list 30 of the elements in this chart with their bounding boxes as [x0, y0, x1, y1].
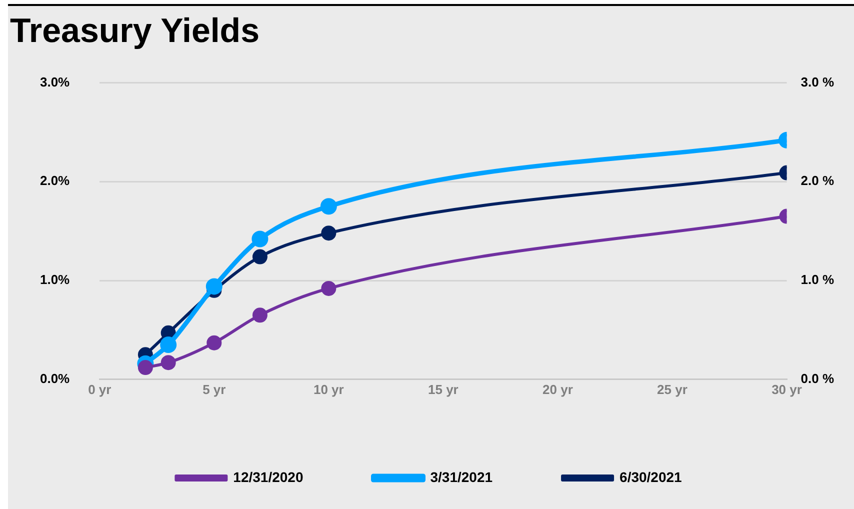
chart-title: Treasury Yields — [10, 12, 260, 50]
y-tick-label: 1.0% — [40, 272, 70, 288]
y2-tick-label: 1.0 % — [800, 272, 834, 288]
x-tick-label: 30 yr — [772, 382, 802, 397]
legend-label: 3/31/2021 — [430, 468, 493, 485]
y2-tick-label: 2.0 % — [800, 173, 834, 188]
point — [321, 226, 336, 241]
point — [252, 249, 268, 264]
point — [160, 336, 177, 354]
point — [206, 278, 222, 295]
point — [320, 198, 337, 215]
x-tick-label: 20 yr — [542, 382, 573, 397]
y-tick-label: 0.0% — [40, 370, 70, 386]
point — [138, 360, 153, 376]
point — [321, 280, 336, 296]
point — [252, 308, 268, 323]
x-tick-label: 5 yr — [202, 382, 226, 397]
legend-label: 12/31/2020 — [233, 468, 304, 485]
x-tick-label: 15 yr — [428, 382, 458, 397]
point — [206, 335, 222, 350]
y-tick-label: 3.0% — [40, 74, 70, 90]
point — [160, 355, 176, 370]
point — [252, 230, 268, 248]
legend-label: 6/30/2021 — [620, 468, 682, 485]
x-tick-label: 10 yr — [313, 382, 344, 397]
y2-tick-label: 3.0 % — [800, 74, 834, 90]
x-tick-label: 25 yr — [657, 382, 688, 397]
y-tick-label: 2.0% — [40, 173, 70, 188]
y2-tick-label: 0.0 % — [800, 370, 834, 386]
x-tick-label: 0 yr — [88, 382, 112, 397]
